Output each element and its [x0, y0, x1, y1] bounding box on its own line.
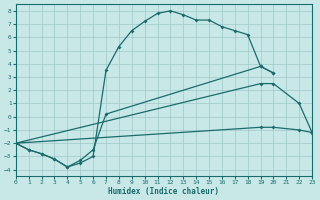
X-axis label: Humidex (Indice chaleur): Humidex (Indice chaleur)	[108, 187, 220, 196]
